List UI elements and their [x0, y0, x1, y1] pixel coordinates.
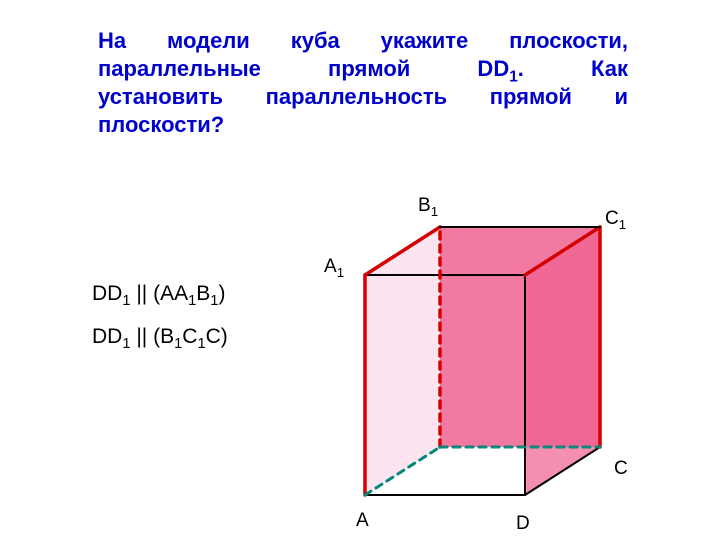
- vertex-label-A1: A1: [324, 256, 344, 280]
- vertex-label-A: A: [356, 510, 369, 532]
- vertex-label-C1: C1: [605, 208, 626, 232]
- question-line-last: плоскости?: [98, 112, 224, 138]
- question-line-0: На модели куба укажите плоскости,: [98, 28, 628, 54]
- vertex-label-D: D: [516, 513, 530, 535]
- question-line-2: установить параллельность прямой и: [98, 84, 628, 110]
- answer-0: DD1 || (AA1B1): [92, 282, 225, 309]
- question-line-1: параллельные прямой DD1. Как: [98, 56, 628, 86]
- back-face: [440, 227, 600, 447]
- vertex-label-B1: B1: [418, 195, 438, 219]
- answer-1: DD1 || (B1C1C): [92, 325, 228, 352]
- vertex-label-C: C: [614, 458, 628, 480]
